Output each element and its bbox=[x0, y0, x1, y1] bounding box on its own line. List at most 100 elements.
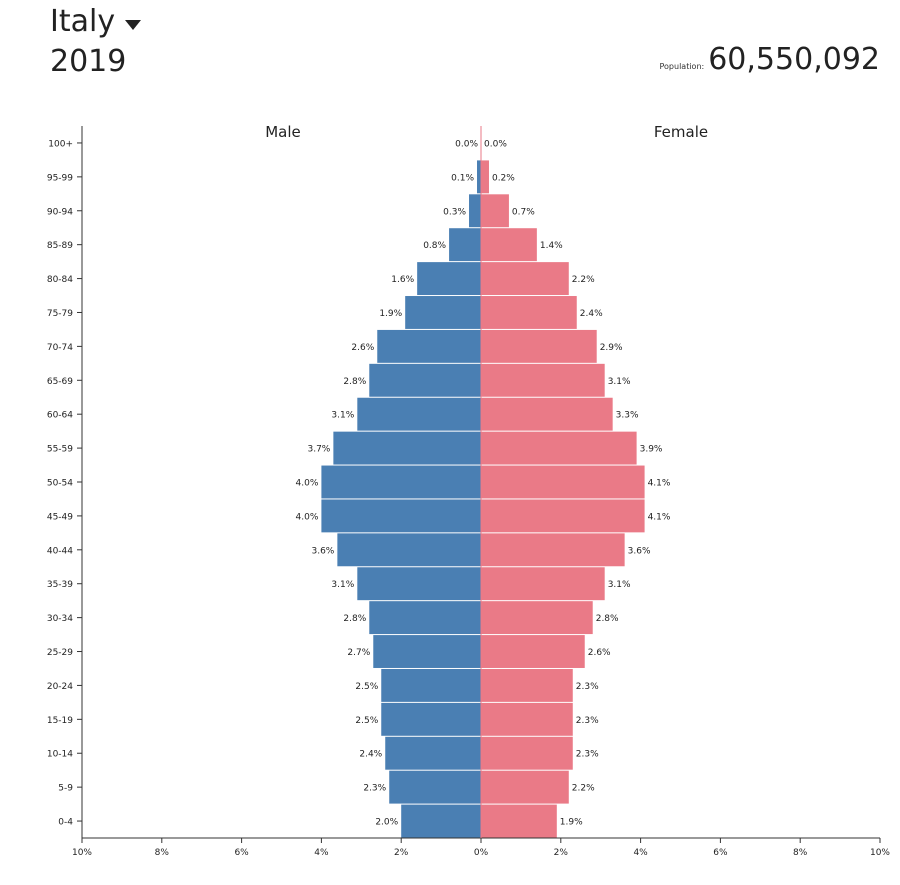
female-bar bbox=[481, 160, 489, 194]
y-tick-label: 0-4 bbox=[58, 818, 73, 828]
x-tick-label: 4% bbox=[633, 848, 648, 858]
female-bar-label: 1.9% bbox=[560, 818, 583, 828]
male-bar-label: 3.1% bbox=[331, 580, 354, 590]
y-tick-label: 50-54 bbox=[47, 479, 73, 489]
y-tick-label: 10-14 bbox=[47, 750, 73, 760]
male-bar bbox=[369, 601, 481, 635]
female-bar bbox=[481, 499, 645, 533]
female-bar-label: 3.9% bbox=[640, 445, 663, 455]
female-bar-label: 4.1% bbox=[648, 512, 671, 522]
x-tick-label: 6% bbox=[713, 848, 728, 858]
y-tick-label: 15-19 bbox=[47, 716, 73, 726]
x-tick-label: 10% bbox=[72, 848, 92, 858]
male-bar-label: 3.7% bbox=[307, 445, 330, 455]
female-bar bbox=[481, 262, 569, 296]
male-bar-label: 2.4% bbox=[359, 750, 382, 760]
female-bar bbox=[481, 770, 569, 804]
female-bar bbox=[481, 397, 613, 431]
y-tick-label: 100+ bbox=[48, 139, 73, 149]
x-tick-label: 8% bbox=[155, 848, 170, 858]
caret-down-icon[interactable] bbox=[125, 20, 142, 30]
male-bar bbox=[377, 329, 481, 363]
male-bar bbox=[449, 228, 481, 262]
female-bar-label: 0.2% bbox=[492, 173, 515, 183]
female-bar bbox=[481, 329, 597, 363]
population-label: Population: bbox=[659, 62, 705, 71]
female-bar bbox=[481, 804, 557, 838]
y-tick-label: 20-24 bbox=[47, 682, 73, 692]
female-bar-label: 2.6% bbox=[588, 648, 611, 658]
y-tick-label: 80-84 bbox=[47, 275, 73, 285]
male-bar bbox=[477, 160, 481, 194]
male-bar bbox=[469, 194, 481, 228]
year-label: 2019 bbox=[50, 44, 127, 79]
population-readout: Population: 60,550,092 bbox=[659, 42, 880, 77]
country-dropdown[interactable]: Italy bbox=[50, 2, 142, 42]
male-bar-label: 0.1% bbox=[451, 173, 474, 183]
y-tick-label: 70-74 bbox=[47, 343, 73, 353]
male-bar bbox=[389, 770, 481, 804]
female-bar bbox=[481, 533, 625, 567]
female-bar-label: 2.3% bbox=[576, 716, 599, 726]
female-bar-label: 0.7% bbox=[512, 207, 535, 217]
male-bar bbox=[385, 736, 481, 770]
y-tick-label: 25-29 bbox=[47, 648, 73, 658]
female-bar bbox=[481, 228, 537, 262]
y-tick-label: 45-49 bbox=[47, 512, 73, 522]
male-bar bbox=[373, 635, 481, 668]
female-bar-label: 3.3% bbox=[616, 411, 639, 421]
male-bar bbox=[321, 465, 481, 499]
x-tick-label: 6% bbox=[234, 848, 249, 858]
female-bar bbox=[481, 668, 573, 702]
male-bar-label: 0.3% bbox=[443, 207, 466, 217]
male-bar bbox=[381, 702, 481, 736]
x-tick-label: 2% bbox=[554, 848, 569, 858]
y-tick-label: 60-64 bbox=[47, 411, 73, 421]
female-bar bbox=[481, 601, 593, 635]
male-bar bbox=[369, 363, 481, 397]
x-tick-label: 2% bbox=[394, 848, 409, 858]
female-bar-label: 2.4% bbox=[580, 309, 603, 319]
female-bar-label: 1.4% bbox=[540, 241, 563, 251]
male-bar bbox=[357, 567, 481, 601]
male-series-label: Male bbox=[265, 123, 301, 141]
male-bar-label: 2.6% bbox=[351, 343, 374, 353]
male-bar bbox=[357, 397, 481, 431]
female-bar-label: 2.9% bbox=[600, 343, 623, 353]
male-bar bbox=[401, 804, 481, 838]
male-bar bbox=[321, 499, 481, 533]
y-tick-label: 75-79 bbox=[47, 309, 73, 319]
female-bar-label: 2.3% bbox=[576, 750, 599, 760]
y-tick-label: 35-39 bbox=[47, 580, 73, 590]
male-bar-label: 1.6% bbox=[391, 275, 414, 285]
y-tick-label: 95-99 bbox=[47, 173, 73, 183]
male-bar-label: 1.9% bbox=[379, 309, 402, 319]
y-tick-label: 55-59 bbox=[47, 445, 73, 455]
female-bar-label: 2.2% bbox=[572, 784, 595, 794]
y-tick-label: 65-69 bbox=[47, 377, 73, 387]
female-bar-label: 0.0% bbox=[484, 139, 507, 149]
male-bar-label: 2.8% bbox=[343, 377, 366, 387]
y-tick-label: 90-94 bbox=[47, 207, 73, 217]
female-bar bbox=[481, 567, 605, 601]
female-bar bbox=[481, 363, 605, 397]
x-tick-label: 8% bbox=[793, 848, 808, 858]
male-bar-label: 4.0% bbox=[296, 479, 319, 489]
female-bar-label: 3.1% bbox=[608, 580, 631, 590]
female-series-label: Female bbox=[654, 123, 708, 141]
female-bar-label: 3.1% bbox=[608, 377, 631, 387]
male-bar-label: 2.5% bbox=[355, 682, 378, 692]
male-bar-label: 2.0% bbox=[375, 818, 398, 828]
female-bar bbox=[481, 431, 637, 465]
female-bar bbox=[481, 635, 585, 668]
x-tick-label: 0% bbox=[474, 848, 489, 858]
female-bar-label: 2.8% bbox=[596, 614, 619, 624]
female-bar bbox=[481, 702, 573, 736]
male-bar-label: 2.3% bbox=[363, 784, 386, 794]
male-bar bbox=[337, 533, 481, 567]
female-bar-label: 3.6% bbox=[628, 546, 651, 556]
x-tick-label: 10% bbox=[870, 848, 890, 858]
female-bar bbox=[481, 736, 573, 770]
x-tick-label: 4% bbox=[314, 848, 329, 858]
